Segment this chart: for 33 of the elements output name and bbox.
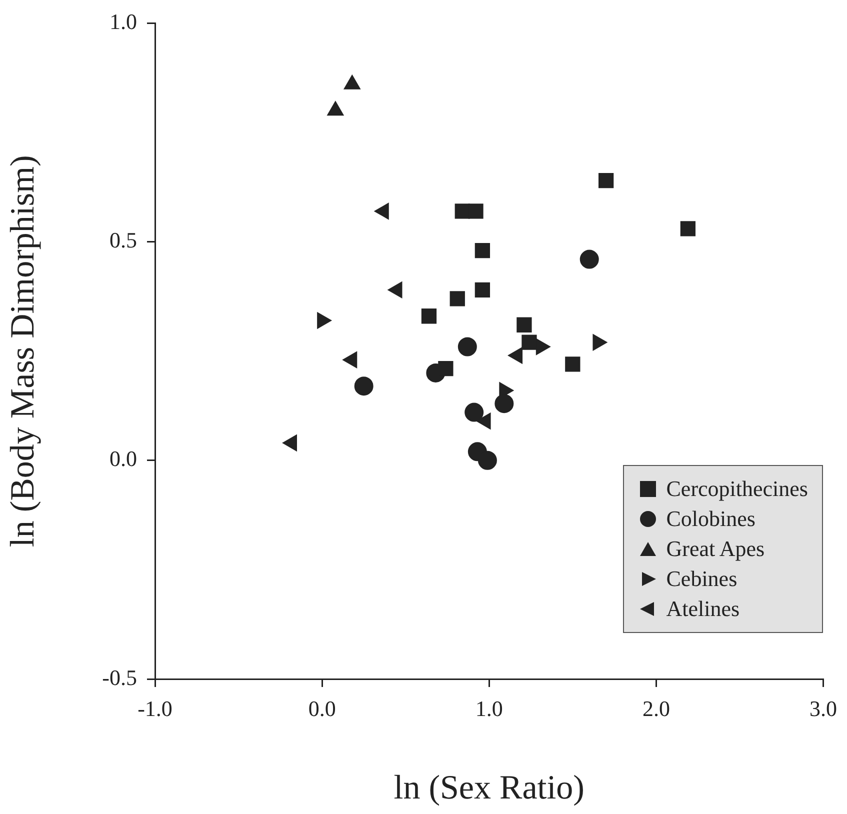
point — [522, 334, 537, 350]
point — [421, 308, 437, 324]
x-tick-label: 3.0 — [810, 696, 837, 721]
legend-label: Cebines — [666, 565, 738, 593]
y-tick-label: 0.0 — [110, 446, 137, 472]
point — [450, 291, 465, 306]
x-tick-label: -1.0 — [138, 696, 172, 721]
point — [516, 317, 532, 332]
x-axis-title: ln (Sex Ratio) — [394, 770, 585, 807]
point — [565, 356, 580, 372]
point — [478, 450, 497, 470]
point — [468, 204, 484, 219]
point — [580, 250, 599, 269]
x-tick-label: 2.0 — [642, 696, 670, 721]
legend-label: Great Apes — [666, 535, 765, 563]
y-axis-title: ln (Body Mass Dimorphism) — [4, 155, 42, 548]
y-tick-label: -0.5 — [102, 664, 137, 690]
point — [438, 361, 454, 376]
point — [474, 282, 490, 298]
point — [474, 242, 490, 258]
legend-label: Colobines — [666, 505, 756, 533]
point — [464, 402, 484, 422]
x-tick-label: 1.0 — [475, 696, 503, 721]
legend-label: Atelines — [666, 595, 740, 623]
y-tick-label: 0.5 — [110, 228, 137, 253]
point — [354, 376, 374, 396]
x-tick-label: 0.0 — [308, 696, 336, 721]
point — [598, 173, 614, 188]
y-tick-label: 1.0 — [110, 8, 137, 34]
point — [458, 337, 477, 356]
point — [494, 394, 514, 414]
point — [680, 221, 696, 236]
legend-label: Cercopithecines — [666, 475, 808, 503]
